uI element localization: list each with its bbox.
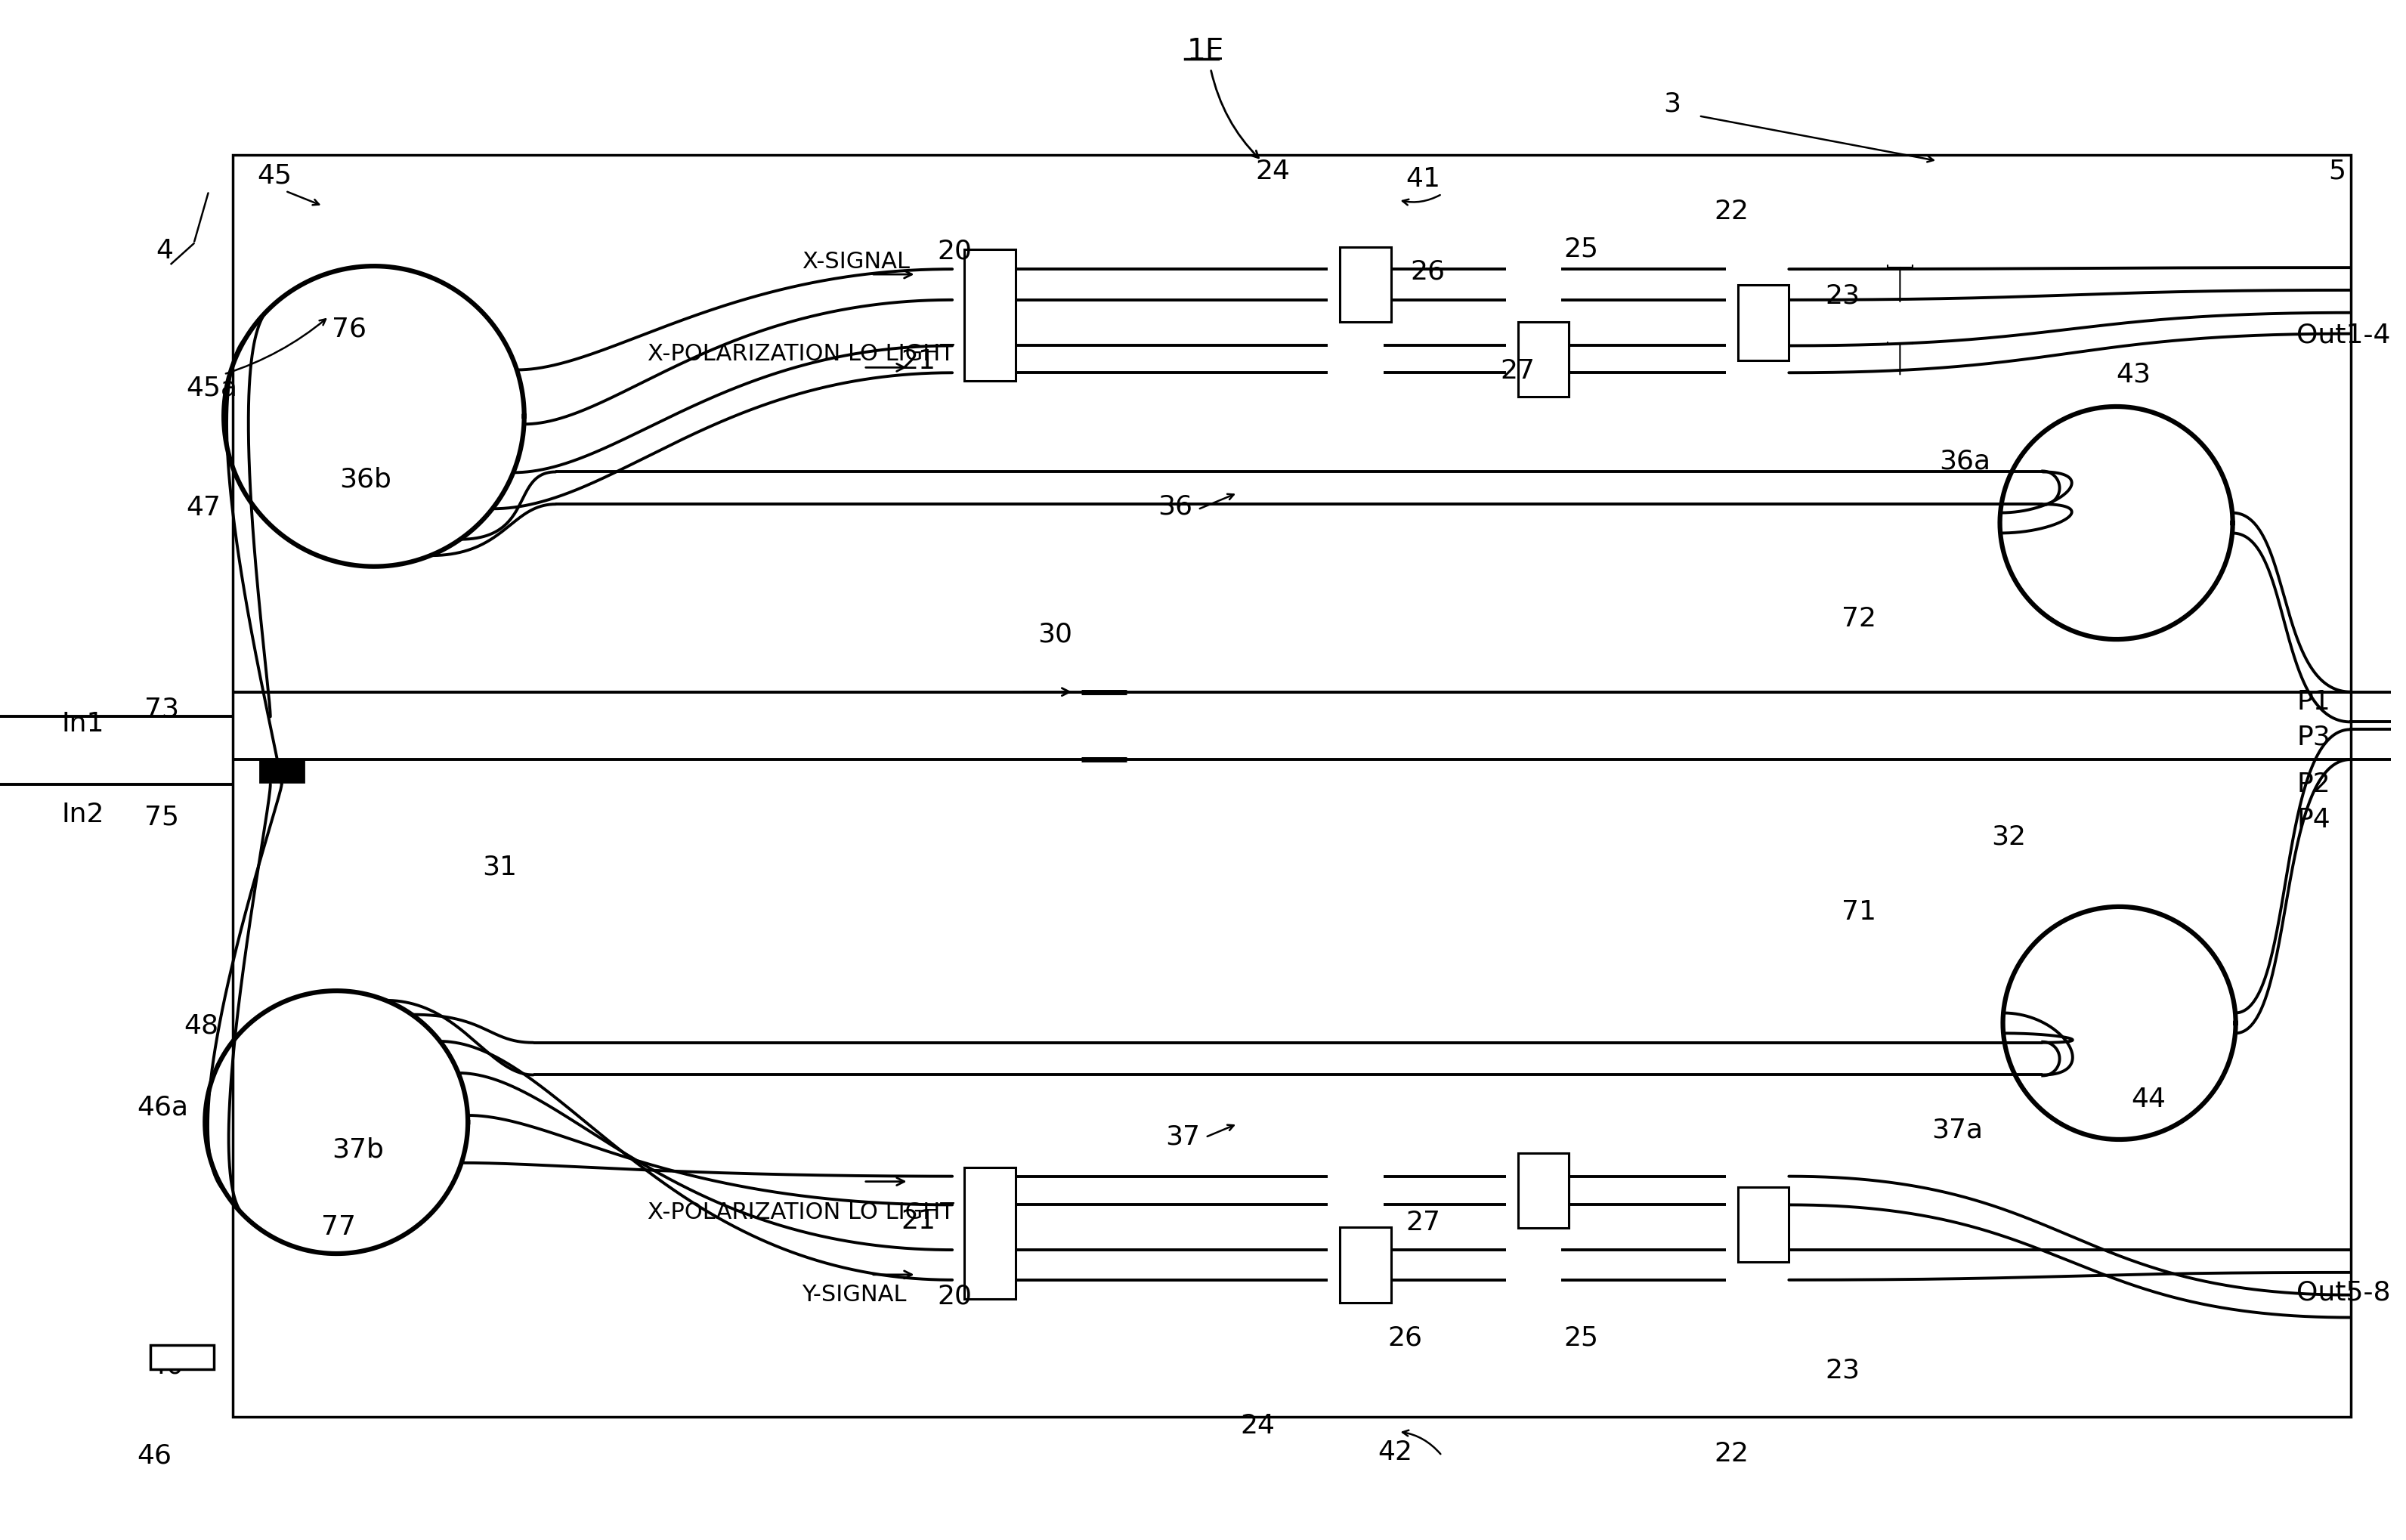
Text: 26: 26 (1388, 1324, 1422, 1351)
Text: 48: 48 (183, 1013, 219, 1040)
Text: 45a: 45a (185, 374, 238, 400)
Text: 73: 73 (144, 696, 178, 722)
Text: 36: 36 (1157, 493, 1193, 519)
Text: P3: P3 (2298, 724, 2331, 750)
Text: 47: 47 (185, 494, 221, 521)
Text: 37: 37 (1165, 1124, 1201, 1150)
Text: 24: 24 (1241, 1412, 1275, 1438)
Text: 20: 20 (938, 1284, 972, 1309)
Text: P2: P2 (2298, 772, 2331, 798)
Bar (1737, 285, 1788, 360)
Text: Out5-8: Out5-8 (2298, 1280, 2392, 1306)
Bar (1340, 246, 1391, 322)
Text: 72: 72 (1841, 607, 1877, 631)
Text: 32: 32 (1992, 824, 2026, 850)
Text: 44: 44 (2132, 1087, 2165, 1112)
Text: 23: 23 (1824, 283, 1860, 310)
Text: 31: 31 (481, 855, 517, 879)
Text: In1: In1 (63, 711, 103, 738)
Text: 27: 27 (1405, 1210, 1441, 1235)
Text: 22: 22 (1713, 199, 1749, 225)
Bar (149, 1346, 214, 1369)
Bar (1518, 1153, 1569, 1227)
Text: 43: 43 (2117, 362, 2151, 387)
Text: 36b: 36b (339, 467, 392, 493)
Bar (1518, 322, 1569, 397)
Text: 21: 21 (902, 1209, 936, 1234)
Text: 42: 42 (1379, 1440, 1412, 1466)
Text: 45: 45 (257, 163, 291, 189)
Text: 40: 40 (149, 1352, 183, 1378)
Text: 37b: 37b (332, 1137, 385, 1163)
Text: 46a: 46a (137, 1095, 188, 1120)
Bar (1340, 1227, 1391, 1303)
Text: Out1-4: Out1-4 (2298, 322, 2392, 348)
Text: 71: 71 (1841, 899, 1877, 926)
Text: 24: 24 (1256, 159, 1290, 185)
Text: 3: 3 (1663, 91, 1682, 117)
Bar (965, 1167, 1015, 1300)
Text: In2: In2 (63, 801, 103, 827)
Text: 20: 20 (938, 239, 972, 263)
Text: X-POLARIZATION LO LIGHT: X-POLARIZATION LO LIGHT (647, 343, 953, 365)
Bar (1737, 1187, 1788, 1261)
Text: Y-SIGNAL: Y-SIGNAL (801, 1284, 907, 1306)
Text: 25: 25 (1564, 236, 1598, 262)
Text: 22: 22 (1713, 1441, 1749, 1468)
Text: 46: 46 (137, 1443, 171, 1469)
Text: P4: P4 (2298, 807, 2331, 833)
Text: 75: 75 (144, 804, 178, 830)
Text: X-POLARIZATION LO LIGHT: X-POLARIZATION LO LIGHT (647, 1201, 953, 1223)
Text: 76: 76 (332, 316, 366, 342)
Text: 1E: 1E (1186, 37, 1225, 66)
Text: 77: 77 (322, 1215, 356, 1240)
Text: 30: 30 (1037, 621, 1073, 647)
Text: 21: 21 (902, 348, 936, 374)
Text: 4: 4 (156, 239, 173, 263)
Bar (260, 759, 303, 782)
Text: 36a: 36a (1939, 448, 1990, 474)
Text: P1: P1 (2298, 688, 2331, 715)
Text: 25: 25 (1564, 1324, 1598, 1351)
Bar (965, 249, 1015, 380)
Text: 5: 5 (2329, 159, 2346, 185)
Text: 41: 41 (1405, 166, 1441, 192)
Text: 23: 23 (1824, 1357, 1860, 1383)
Text: 37a: 37a (1932, 1116, 1983, 1143)
Text: 26: 26 (1410, 259, 1446, 285)
Text: 27: 27 (1501, 359, 1535, 383)
Bar (233, 156, 2351, 1417)
Text: X-SIGNAL: X-SIGNAL (801, 251, 909, 273)
